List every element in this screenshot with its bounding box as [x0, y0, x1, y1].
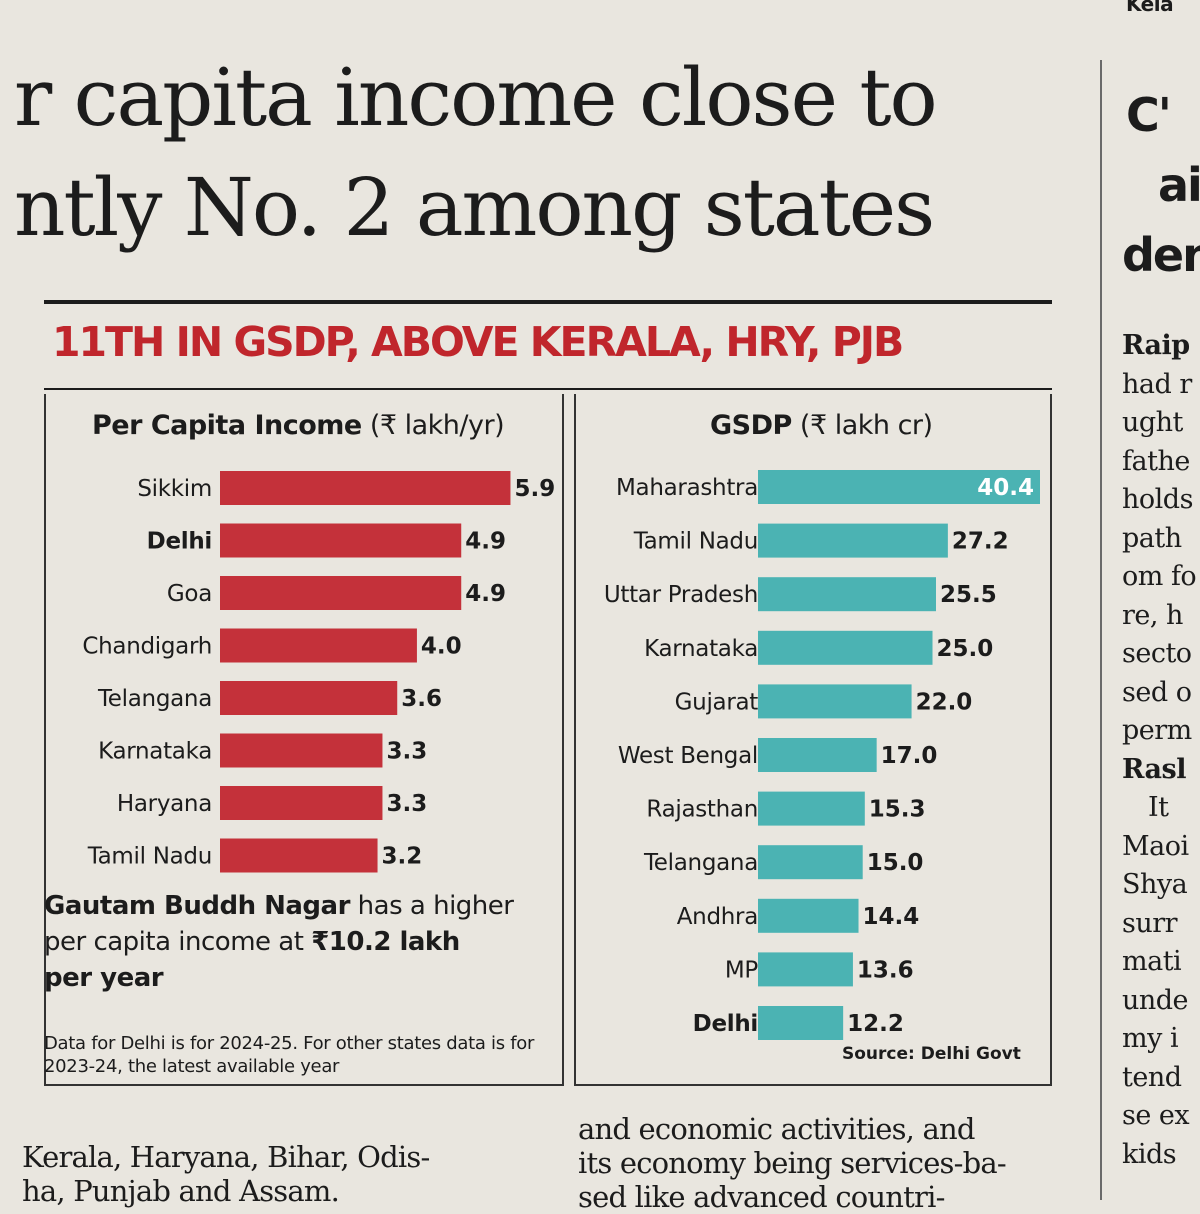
gsdp-title-text: GSDP [710, 410, 792, 441]
body-right-line-2: its economy being services-ba- [578, 1146, 1007, 1180]
adjacent-head-1: C' [1126, 88, 1172, 142]
adjacent-line-20: tend [1122, 1061, 1182, 1093]
adjacent-line-17: mati [1122, 946, 1182, 977]
adjacent-line-21: se ex [1122, 1100, 1190, 1131]
adjacent-line-9: secto [1122, 638, 1192, 669]
adjacent-line-14: Maoi [1122, 830, 1189, 862]
adjacent-line-10: sed o [1122, 676, 1192, 708]
column-divider [1100, 60, 1102, 1200]
data-footnote: Data for Delhi is for 2024-25. For other… [44, 1033, 535, 1077]
body-left-line-1: Kerala, Haryana, Bihar, Odis- [22, 1140, 430, 1174]
subheadline: 11TH IN GSDP, ABOVE KERALA, HRY, PJB [52, 318, 904, 366]
adjacent-line-6: path [1122, 522, 1182, 554]
gsdp-unit: (₹ lakh cr) [799, 410, 933, 441]
gautam-buddh-nagar-note: Gautam Buddh Nagar has a higher per capi… [44, 888, 514, 996]
headline-line-2: ntly No. 2 among states [14, 161, 935, 254]
adjacent-line-2: had r [1122, 368, 1192, 400]
note-mid-text: has a higher per capita income at [44, 891, 514, 957]
adjacent-line-1: Raip [1122, 330, 1190, 361]
adjacent-head-3: den [1122, 228, 1200, 282]
gsdp-chart-title: GSDP (₹ lakh cr) [710, 410, 933, 441]
note-bold-name: Gautam Buddh Nagar [44, 891, 350, 921]
adjacent-line-18: unde [1122, 984, 1189, 1016]
gsdp-panel [574, 394, 1052, 1086]
adjacent-line-15: Shya [1122, 869, 1188, 900]
per-capita-title-text: Per Capita Income [92, 410, 362, 441]
per-capita-panel [44, 394, 564, 1086]
adjacent-line-13: It [1148, 792, 1169, 823]
adjacent-line-22: kids [1122, 1138, 1177, 1170]
body-text-left: Kerala, Haryana, Bihar, Odis- ha, Punjab… [22, 1140, 430, 1208]
adjacent-line-11: perm [1122, 715, 1192, 746]
body-right-line-1: and economic activities, and [578, 1112, 975, 1146]
adjacent-line-19: my i [1122, 1023, 1179, 1054]
adjacent-head-2: ai [1158, 158, 1200, 212]
adjacent-line-3: ught [1122, 407, 1183, 438]
source-credit: Source: Delhi Govt [842, 1044, 1021, 1064]
adjacent-line-8: re, h [1122, 599, 1183, 631]
adjacent-line-12: Rasl [1122, 753, 1187, 785]
body-text-right: and economic activities, and its economy… [578, 1112, 1007, 1214]
adjacent-line-7: om fo [1122, 561, 1197, 592]
adjacent-line-5: holds [1122, 484, 1193, 515]
adjacent-line-16: surr [1122, 907, 1178, 939]
body-right-line-3: sed like advanced countri- [578, 1180, 945, 1214]
subhead-rule [44, 388, 1052, 390]
headline-line-1: r capita income close to [14, 51, 938, 144]
top-rule [44, 300, 1052, 304]
body-left-line-2: ha, Punjab and Assam. [22, 1174, 340, 1208]
per-capita-unit: (₹ lakh/yr) [369, 410, 505, 441]
adjacent-top-label: Kela [1126, 0, 1174, 16]
adjacent-line-4: fathe [1122, 445, 1190, 477]
adjacent-article-column: Kela C' ai den Raip had r ught fathe holds pa… [1118, 0, 1200, 1200]
per-capita-chart-title: Per Capita Income (₹ lakh/yr) [92, 410, 505, 441]
note-amount: ₹10.2 lakh per year [44, 927, 460, 993]
